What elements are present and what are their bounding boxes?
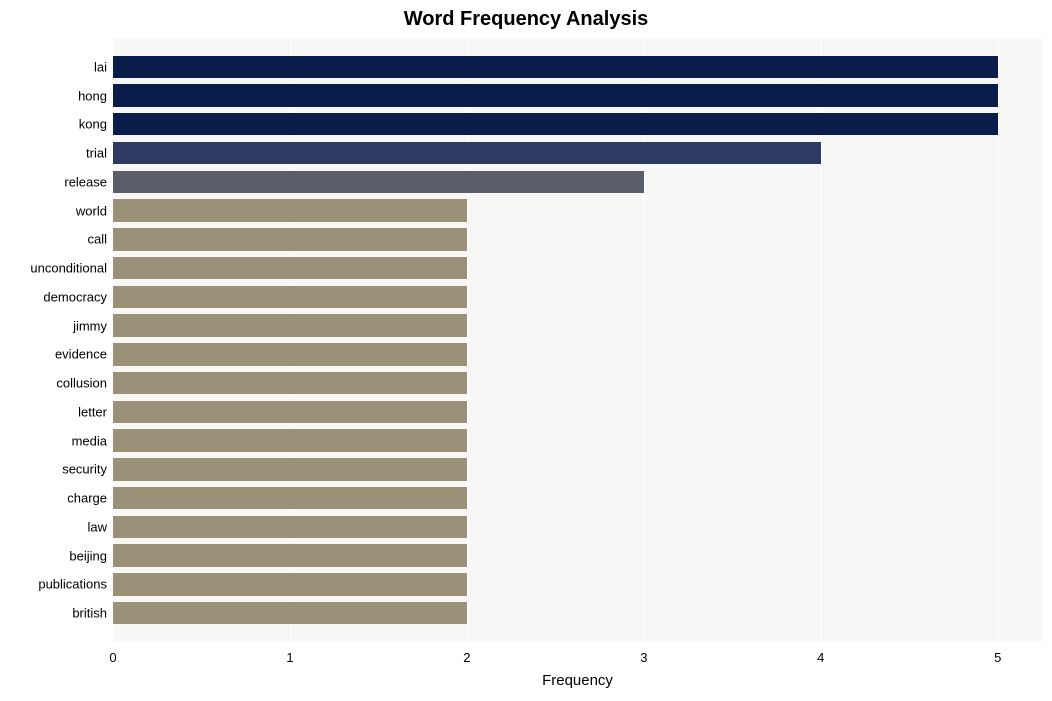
word-frequency-chart: Word Frequency Analysis laihongkongtrial… [0,0,1052,701]
bar [113,372,467,394]
bar [113,429,467,451]
bar [113,343,467,365]
bar [113,516,467,538]
y-tick-label: evidence [55,347,107,362]
bar [113,199,467,221]
x-tick-label: 2 [463,650,470,665]
y-tick-label: hong [78,88,107,103]
y-tick-label: lai [94,59,107,74]
y-tick-label: charge [67,491,107,506]
bar [113,487,467,509]
x-tick-label: 0 [109,650,116,665]
y-tick-label: kong [79,117,107,132]
bar [113,142,821,164]
bar [113,286,467,308]
bar [113,602,467,624]
chart-title: Word Frequency Analysis [0,8,1052,31]
y-tick-label: security [62,462,107,477]
bar [113,84,998,106]
y-tick-label: world [76,203,107,218]
y-tick-label: letter [78,404,107,419]
y-tick-label: british [72,606,107,621]
y-tick-label: democracy [43,289,107,304]
x-axis-title: Frequency [542,672,613,689]
bar [113,544,467,566]
plot-area: laihongkongtrialreleaseworldcalluncondit… [113,38,1042,642]
bar [113,401,467,423]
y-tick-label: law [87,519,107,534]
x-tick-label: 3 [640,650,647,665]
bar [113,56,998,78]
y-tick-label: release [64,174,107,189]
x-tick-label: 5 [994,650,1001,665]
y-tick-label: publications [38,577,107,592]
bar [113,314,467,336]
y-tick-label: jimmy [73,318,107,333]
bar [113,573,467,595]
bar [113,171,644,193]
y-tick-label: call [87,232,107,247]
bar [113,257,467,279]
y-tick-label: media [72,433,107,448]
y-tick-label: collusion [56,376,107,391]
y-tick-label: trial [86,146,107,161]
bar [113,228,467,250]
y-tick-label: unconditional [30,261,107,276]
bar [113,113,998,135]
x-tick-label: 1 [286,650,293,665]
y-tick-label: beijing [69,548,107,563]
bar [113,458,467,480]
grid-line [998,38,999,642]
x-tick-label: 4 [817,650,824,665]
